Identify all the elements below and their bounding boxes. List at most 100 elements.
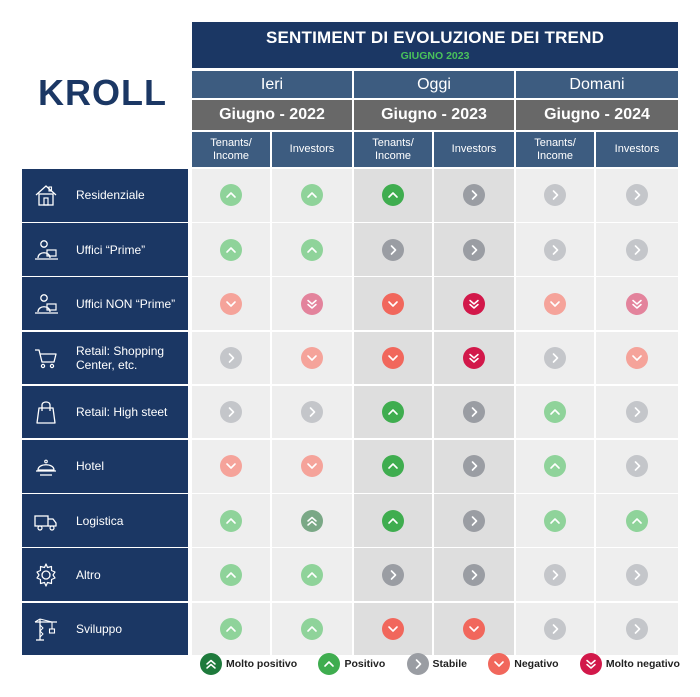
table-cell [272, 385, 352, 439]
stabile-icon [544, 563, 566, 586]
stabile-icon [626, 455, 648, 478]
stabile-icon [463, 238, 485, 261]
positivo-icon [301, 617, 323, 640]
period-domani: Domani [516, 71, 678, 98]
table-cell [596, 494, 678, 547]
table-cell [272, 440, 352, 493]
table-cell [272, 223, 352, 276]
page-title: SENTIMENT DI EVOLUZIONE DEI TREND [265, 28, 605, 47]
table-cell [354, 548, 432, 602]
row-label-text: Uffici NON “Prime” [76, 296, 176, 311]
desk-worker-icon [32, 236, 60, 264]
table-cell [516, 494, 594, 547]
negativo-icon [220, 292, 242, 315]
table-cell [434, 331, 514, 385]
table-cell [354, 331, 432, 385]
positivo-icon [220, 184, 242, 207]
row-label-text: Hotel [76, 459, 105, 474]
table-cell [434, 277, 514, 331]
stabile-icon [626, 184, 648, 207]
table-cell [596, 440, 678, 493]
table-cell [596, 602, 678, 656]
row-label-text: Residenziale [76, 188, 145, 203]
stabile-icon [544, 346, 566, 369]
row-label-text: Retail: Shopping Center, etc. [76, 343, 165, 372]
stabile-icon [463, 509, 485, 532]
table-cell [354, 169, 432, 222]
molto-negativo-icon [463, 292, 485, 315]
table-cell [516, 602, 594, 656]
molto-negativo-icon [463, 346, 485, 369]
row-label-text: Logistica [76, 513, 124, 528]
table-cell [192, 548, 270, 602]
positivo-icon [301, 238, 323, 261]
stabile-icon [544, 184, 566, 207]
negativo-icon [544, 292, 566, 315]
table-cell [272, 277, 352, 331]
positivo-icon [544, 455, 566, 478]
legend-label: Positivo [344, 658, 386, 670]
negativo-icon [488, 653, 511, 675]
stabile-icon [220, 401, 242, 424]
col-header-tenants-income: Tenants/ Income [516, 132, 594, 167]
negativo-icon [382, 346, 404, 369]
row-label-4: Retail: High steet [22, 385, 188, 439]
table-cell [354, 602, 432, 656]
table-cell [596, 169, 678, 222]
table-cell [192, 277, 270, 331]
molto-positivo-icon [301, 509, 323, 532]
stabile-icon [626, 401, 648, 424]
stabile-icon [463, 401, 485, 424]
table-cell [516, 331, 594, 385]
stabile-icon [463, 563, 485, 586]
col-header-tenants-income: Tenants/ Income [354, 132, 432, 167]
shopping-bag-icon [32, 398, 60, 426]
gear-icon [32, 561, 60, 589]
legend-label: Negativo [514, 658, 559, 670]
positivo-icon [220, 563, 242, 586]
negativo-icon [626, 346, 648, 369]
table-cell [192, 169, 270, 222]
table-cell [434, 548, 514, 602]
table-cell [354, 440, 432, 493]
table-cell [434, 494, 514, 547]
desk-worker-icon [32, 290, 60, 318]
table-cell [596, 277, 678, 331]
table-cell [192, 331, 270, 385]
table-cell [516, 169, 594, 222]
legend-label: Molto negativo [605, 658, 680, 670]
table-cell [354, 223, 432, 276]
positivo-icon [626, 509, 648, 532]
table-cell [596, 385, 678, 439]
table-cell [272, 494, 352, 547]
row-label-text: Sviluppo [76, 621, 123, 636]
stabile-icon [382, 238, 404, 261]
period-date: Giugno - 2022 [192, 100, 352, 130]
positivo-icon [382, 455, 404, 478]
molto-negativo-icon [301, 292, 323, 315]
stabile-icon [544, 238, 566, 261]
stabile-icon [626, 563, 648, 586]
legend: Molto positivo Positivo Stabile Negativo Mol… [200, 653, 680, 675]
stabile-icon [406, 653, 429, 675]
row-label-0: Residenziale [22, 169, 188, 222]
table-cell [272, 602, 352, 656]
positivo-icon [301, 563, 323, 586]
molto-positivo-icon [200, 653, 222, 675]
negativo-icon [301, 455, 323, 478]
stabile-icon [382, 563, 404, 586]
legend-item-stabile: Stabile [406, 653, 467, 675]
period-oggi: Oggi [354, 71, 514, 98]
legend-label: Molto positivo [226, 658, 298, 670]
stabile-icon [463, 184, 485, 207]
table-cell [596, 548, 678, 602]
negativo-icon [301, 346, 323, 369]
stabile-icon [301, 401, 323, 424]
negativo-icon [463, 617, 485, 640]
col-header-tenants-income: Tenants/ Income [192, 132, 270, 167]
molto-negativo-icon [626, 292, 648, 315]
stabile-icon [463, 455, 485, 478]
table-cell [192, 494, 270, 547]
table-cell [192, 440, 270, 493]
row-label-8: Sviluppo [22, 602, 188, 656]
